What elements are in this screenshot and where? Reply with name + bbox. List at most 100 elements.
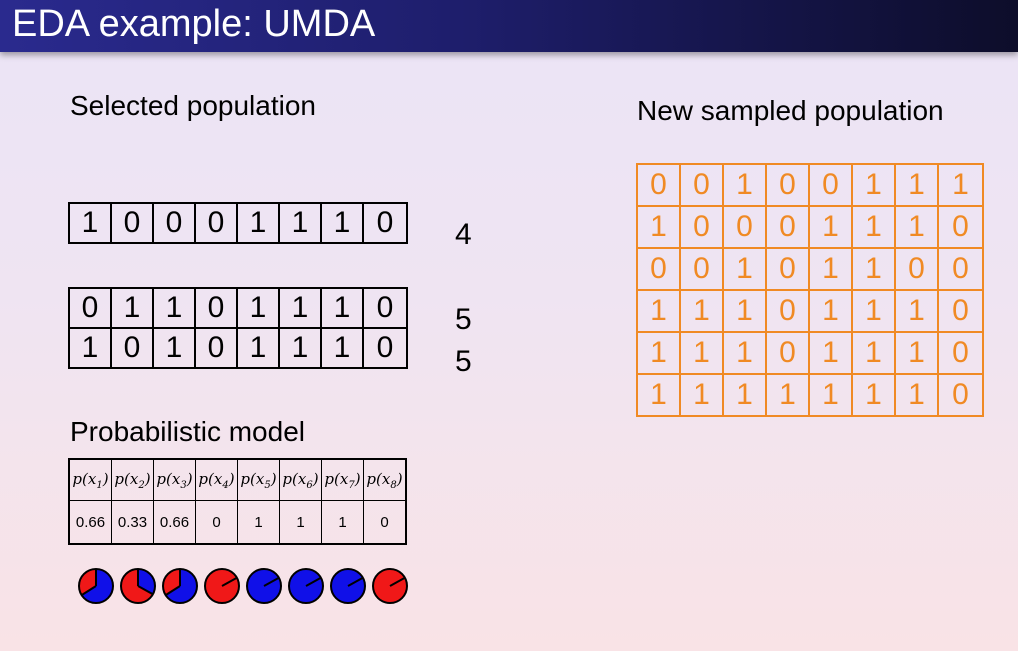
- pie-outline: [372, 568, 408, 604]
- bit-cell: 1: [280, 329, 322, 367]
- bit-cell: 1: [810, 291, 853, 331]
- pie-outline: [78, 568, 114, 604]
- probability-pie: [246, 568, 282, 604]
- bit-cell: 0: [952, 294, 969, 327]
- bit-cell: 0: [70, 289, 112, 327]
- bit-cell: 0: [952, 378, 969, 411]
- model-header-cell: p(x1): [68, 458, 112, 501]
- bit-cell: 1: [154, 329, 196, 367]
- bit-cell: 0: [724, 207, 767, 247]
- model-header-cell: p(x3): [153, 458, 196, 501]
- pie-outline: [288, 568, 324, 604]
- bit-cell: 0: [896, 249, 939, 289]
- pie-divider: [263, 576, 280, 587]
- bit-cell: 1: [810, 333, 853, 373]
- pie-divider: [347, 576, 364, 587]
- bit-cell: 1: [724, 291, 767, 331]
- bit-cell: 0: [767, 333, 810, 373]
- pie-divider: [81, 585, 97, 596]
- model-value-cell: 0: [195, 500, 238, 545]
- bit-cell: 1: [112, 289, 154, 327]
- bit-cell: 1: [322, 289, 364, 327]
- bit-cell: 0: [952, 210, 969, 243]
- bit-cell: 1: [896, 375, 939, 415]
- bit-cell: 0: [196, 204, 238, 242]
- bit-cell: 1: [638, 333, 681, 373]
- probability-pie: [78, 568, 114, 604]
- model-header-cell: p(x6): [279, 458, 322, 501]
- selected-row-1: 1 0 0 0 1 1 1 0: [68, 202, 408, 244]
- bit-cell: 1: [322, 204, 364, 242]
- pie-outline: [330, 568, 366, 604]
- model-header-cell: p(x7): [321, 458, 364, 501]
- bit-cell: 1: [681, 375, 724, 415]
- bit-cell: 0: [681, 249, 724, 289]
- bit-cell: 0: [767, 291, 810, 331]
- bit-cell: 1: [70, 329, 112, 367]
- model-value-cell: 1: [279, 500, 322, 545]
- bit-cell: 1: [810, 249, 853, 289]
- pie-divider: [305, 576, 322, 587]
- bit-cell: 1: [322, 329, 364, 367]
- bit-cell: 1: [724, 249, 767, 289]
- probability-pie-row: [77, 567, 413, 605]
- pie-outline: [162, 568, 198, 604]
- bit-cell: 1: [280, 289, 322, 327]
- bit-cell: 1: [853, 249, 896, 289]
- bit-cell: 1: [238, 204, 280, 242]
- fitness-value: 5: [455, 345, 472, 378]
- bit-cell: 0: [767, 207, 810, 247]
- model-value-cell: 0.66: [153, 500, 196, 545]
- bit-cell: 0: [681, 207, 724, 247]
- bit-cell: 1: [638, 207, 681, 247]
- bit-cell: 0: [196, 289, 238, 327]
- bit-cell: 0: [810, 165, 853, 205]
- bit-cell: 1: [896, 207, 939, 247]
- bit-cell: 1: [853, 291, 896, 331]
- bit-cell: 1: [952, 168, 969, 201]
- bit-cell: 1: [681, 333, 724, 373]
- bit-cell: 1: [810, 207, 853, 247]
- probabilistic-model-table: p(x1) p(x2) p(x3) p(x4) p(x5) p(x6) p(x7) p(x8)…: [68, 458, 407, 545]
- bit-cell: 1: [810, 375, 853, 415]
- pie-divider: [137, 585, 154, 596]
- new-population-heading: New sampled population: [637, 95, 944, 126]
- bit-cell: 0: [767, 165, 810, 205]
- pie-outline: [204, 568, 240, 604]
- selected-row-2: 0 1 1 0 1 1 1 0: [68, 287, 408, 328]
- bit-cell: 1: [767, 375, 810, 415]
- pie-outline: [120, 568, 156, 604]
- bit-cell: 0: [376, 331, 394, 364]
- model-header-cell: p(x4): [195, 458, 238, 501]
- bit-cell: 0: [952, 252, 969, 285]
- bit-cell: 1: [853, 207, 896, 247]
- probability-pie: [288, 568, 324, 604]
- model-header-cell: p(x2): [111, 458, 154, 501]
- bit-cell: 1: [853, 333, 896, 373]
- bit-cell: 0: [112, 329, 154, 367]
- bit-cell: 0: [154, 204, 196, 242]
- probability-pie: [162, 568, 198, 604]
- bit-cell: 1: [238, 329, 280, 367]
- bit-cell: 0: [376, 206, 394, 239]
- model-header-cell: p(x5): [237, 458, 280, 501]
- bit-cell: 1: [154, 289, 196, 327]
- probability-pie: [372, 568, 408, 604]
- slide-title: EDA example: UMDA: [12, 3, 376, 45]
- probabilistic-model-heading: Probabilistic model: [70, 416, 305, 447]
- bit-cell: 1: [896, 291, 939, 331]
- bit-cell: 0: [638, 165, 681, 205]
- pie-divider: [165, 585, 181, 596]
- model-value-cell: 0.33: [111, 500, 154, 545]
- bit-cell: 1: [638, 375, 681, 415]
- model-value-cell: 0.66: [68, 500, 112, 545]
- model-header-cell: p(x8): [363, 458, 407, 501]
- pie-divider: [389, 576, 406, 587]
- bit-cell: 1: [853, 165, 896, 205]
- pie-outline: [246, 568, 282, 604]
